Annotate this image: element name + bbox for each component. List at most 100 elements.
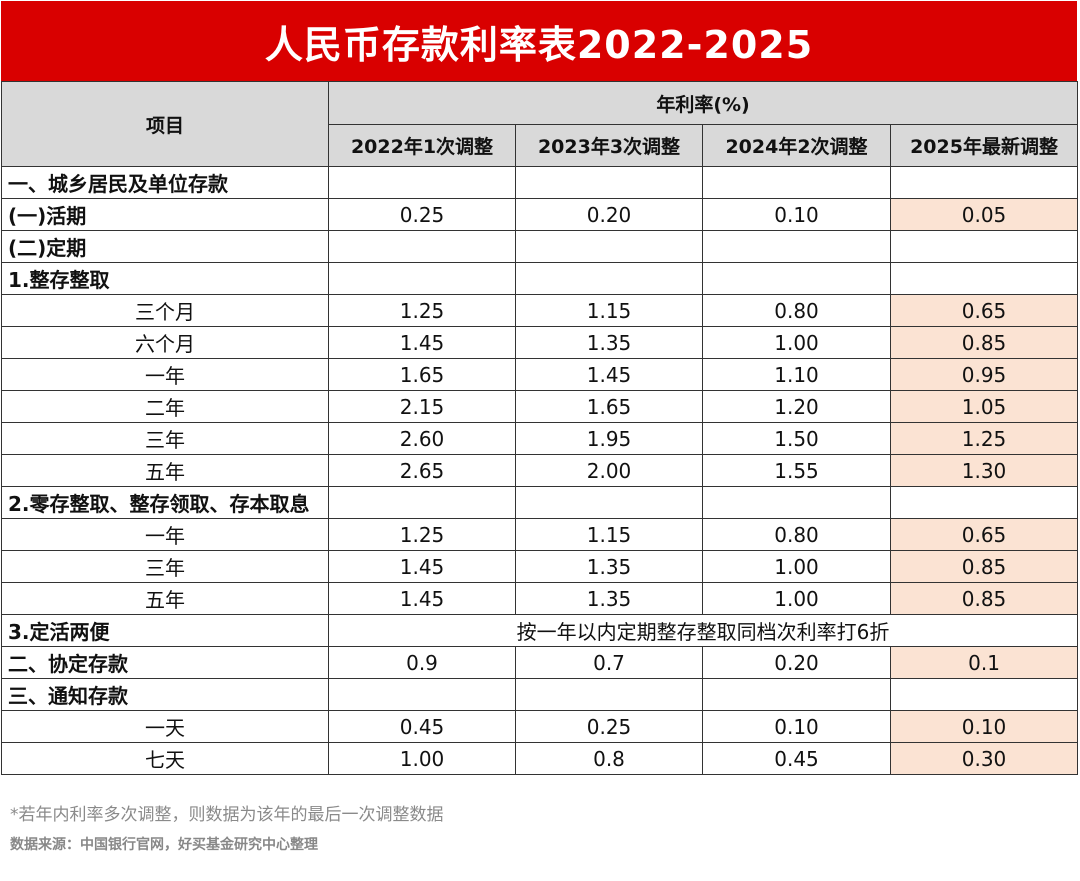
rate-cell: 0.95	[889, 358, 1079, 391]
table-body: 一、城乡居民及单位存款 (一)活期 0.25 0.20 0.10 0.05 (二)定期 1.整…	[1, 166, 1079, 775]
row-label: 三年	[1, 422, 329, 455]
row-label: 一、城乡居民及单位存款	[1, 166, 329, 199]
rate-cell: 0.25	[328, 198, 516, 231]
rate-cell	[702, 486, 891, 519]
rate-cell: 0.85	[889, 550, 1079, 583]
table-row: 一天 0.45 0.25 0.10 0.10	[1, 710, 1079, 743]
rate-cell: 0.1	[889, 646, 1079, 679]
rate-cell: 1.20	[702, 390, 891, 423]
table-row: 七天 1.00 0.8 0.45 0.30	[1, 742, 1079, 775]
rate-cell: 1.15	[515, 518, 703, 551]
rate-cell: 1.45	[328, 550, 516, 583]
rate-cell	[702, 230, 891, 263]
rate-cell: 1.45	[328, 582, 516, 615]
rate-cell	[889, 230, 1079, 263]
rate-cell: 0.30	[889, 742, 1079, 775]
rate-cell	[328, 262, 516, 295]
table-row: (二)定期	[1, 230, 1079, 263]
rate-cell	[702, 166, 891, 199]
row-label: (一)活期	[1, 198, 329, 231]
rate-cell: 1.95	[515, 422, 703, 455]
rate-cell: 0.65	[889, 294, 1079, 327]
table-row: 三年 2.60 1.95 1.50 1.25	[1, 422, 1079, 455]
rate-cell	[702, 678, 891, 711]
table-row: 三个月 1.25 1.15 0.80 0.65	[1, 294, 1079, 327]
rate-cell: 1.00	[702, 326, 891, 359]
column-header-2022: 2022年1次调整	[328, 124, 516, 167]
rate-cell	[889, 678, 1079, 711]
row-label: 三、通知存款	[1, 678, 329, 711]
column-header-2025: 2025年最新调整	[889, 124, 1079, 167]
rate-cell: 2.65	[328, 454, 516, 487]
table-row: 2.零存整取、整存领取、存本取息	[1, 486, 1079, 519]
rate-cell	[889, 262, 1079, 295]
row-label: 2.零存整取、整存领取、存本取息	[1, 486, 329, 519]
rate-cell	[889, 486, 1079, 519]
table-row: 五年 1.45 1.35 1.00 0.85	[1, 582, 1079, 615]
rate-cell: 2.15	[328, 390, 516, 423]
rate-cell: 1.30	[889, 454, 1079, 487]
table-row: 二、协定存款 0.9 0.7 0.20 0.1	[1, 646, 1079, 679]
rate-cell: 0.80	[702, 294, 891, 327]
rate-cell: 0.10	[889, 710, 1079, 743]
table-row: 三、通知存款	[1, 678, 1079, 711]
rate-cell: 1.45	[328, 326, 516, 359]
column-header-2023: 2023年3次调整	[515, 124, 703, 167]
rate-cell: 0.7	[515, 646, 703, 679]
source-note: 数据来源：中国银行官网，好买基金研究中心整理	[10, 837, 318, 853]
rate-cell	[328, 166, 516, 199]
rate-cell: 1.35	[515, 326, 703, 359]
table-row: 一、城乡居民及单位存款	[1, 166, 1079, 199]
row-label: 一年	[1, 518, 329, 551]
rate-cell: 0.45	[328, 710, 516, 743]
table-row: 1.整存整取	[1, 262, 1079, 295]
rate-cell: 0.05	[889, 198, 1079, 231]
rate-cell	[889, 166, 1079, 199]
rate-cell: 1.55	[702, 454, 891, 487]
table-row: 五年 2.65 2.00 1.55 1.30	[1, 454, 1079, 487]
row-label: 六个月	[1, 326, 329, 359]
annual-rate-header: 年利率(%)	[327, 81, 1079, 125]
rate-cell: 1.50	[702, 422, 891, 455]
row-label: 二、协定存款	[1, 646, 329, 679]
rate-cell: 1.65	[515, 390, 703, 423]
rate-cell	[328, 486, 516, 519]
table-row: 二年 2.15 1.65 1.20 1.05	[1, 390, 1079, 423]
rate-cell: 0.10	[702, 710, 891, 743]
rate-cell: 1.35	[515, 582, 703, 615]
rate-cell	[515, 230, 703, 263]
rate-cell: 0.10	[702, 198, 891, 231]
table-row: 六个月 1.45 1.35 1.00 0.85	[1, 326, 1079, 359]
rate-cell	[328, 678, 516, 711]
interest-rate-table: 项目 年利率(%) 2022年1次调整 2023年3次调整 2024年2次调整 …	[1, 81, 1079, 775]
rate-cell	[328, 230, 516, 263]
rate-cell: 0.9	[328, 646, 516, 679]
table-row: 3.定活两便 按一年以内定期整存整取同档次利率打6折	[1, 614, 1079, 647]
rate-cell: 1.25	[889, 422, 1079, 455]
rate-cell: 0.85	[889, 582, 1079, 615]
rate-cell: 1.35	[515, 550, 703, 583]
page-title: 人民币存款利率表2022-2025	[1, 1, 1077, 81]
table-row: 三年 1.45 1.35 1.00 0.85	[1, 550, 1079, 583]
row-label: 一年	[1, 358, 329, 391]
column-header-2024: 2024年2次调整	[702, 124, 891, 167]
rate-cell	[515, 678, 703, 711]
rate-cell: 0.8	[515, 742, 703, 775]
rate-cell: 0.80	[702, 518, 891, 551]
rate-cell: 2.60	[328, 422, 516, 455]
table-row: 一年 1.65 1.45 1.10 0.95	[1, 358, 1079, 391]
rate-cell	[515, 486, 703, 519]
rate-cell: 1.65	[328, 358, 516, 391]
row-label: 五年	[1, 454, 329, 487]
rate-cell: 0.85	[889, 326, 1079, 359]
table-row: 一年 1.25 1.15 0.80 0.65	[1, 518, 1079, 551]
row-label: 五年	[1, 582, 329, 615]
rate-cell: 0.45	[702, 742, 891, 775]
row-label: 三个月	[1, 294, 329, 327]
item-header: 项目	[1, 81, 329, 167]
rate-cell: 0.65	[889, 518, 1079, 551]
rate-cell: 1.25	[328, 518, 516, 551]
rate-cell: 1.45	[515, 358, 703, 391]
rate-cell	[515, 166, 703, 199]
row-label: 七天	[1, 742, 329, 775]
